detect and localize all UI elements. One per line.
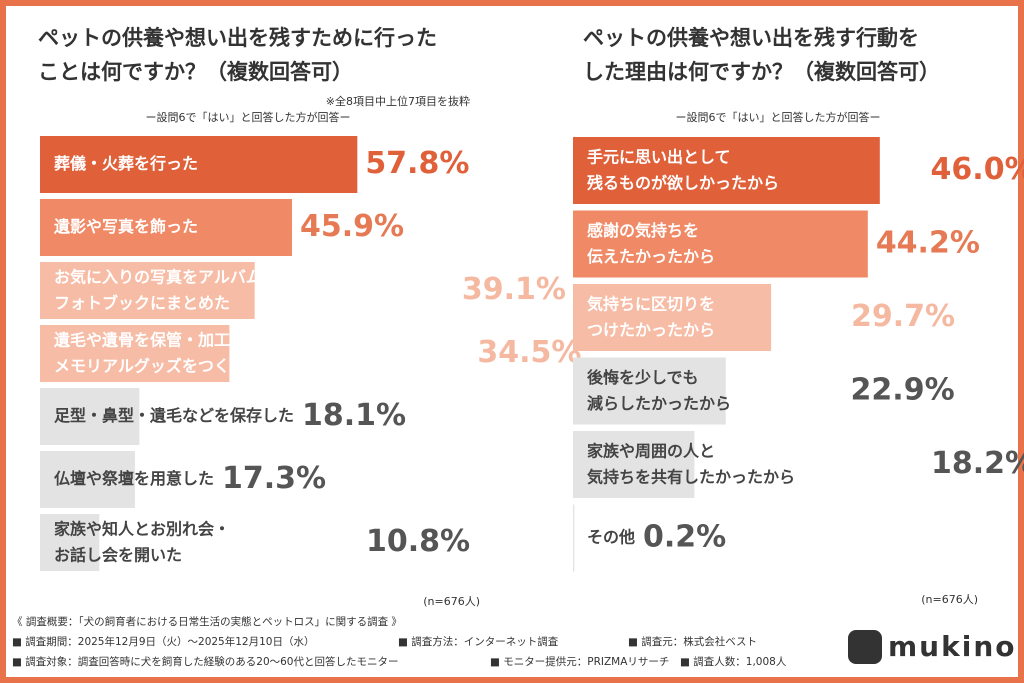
sample-size: (n=676人) [921,593,978,606]
bar [40,325,230,382]
bar-label: その他 [587,528,635,547]
logo-icon [848,630,882,664]
footer-item: ■ 調査期間：2025年12月9日（火）〜2025年12月10日（水） [12,635,314,648]
bar [40,199,292,256]
footer-item: ■ 調査対象：調査回答時に犬を飼育した経験のある20〜60代と回答したモニター [12,655,398,668]
footer-heading: 《 調査概要：「犬の飼育者における日常生活の実態とペットロス」に関する調査 》 [12,615,402,628]
bar [573,137,880,204]
bar-label: 気持ちに区切りをつけたかったから [587,294,715,339]
logo-text: mukino [888,630,1017,663]
bar-label: 後悔を少しでも減らしたかったから [587,368,731,413]
bar-label: 葬儀・火葬を行った [54,154,198,173]
bar [40,262,255,319]
value-label: 10.8% [366,524,470,559]
note: ※全8項目中上位7項目を抜粋 [326,94,470,108]
chart-title: ペットの供養や想い出を残すために行ったことは何ですか？（複数回答可） [38,26,437,84]
subtitle: ー設問6で「はい」と回答した方が回答ー [146,110,351,124]
chart-title: ペットの供養や想い出を残す行動をした理由は何ですか？（複数回答可） [583,26,940,84]
value-label: 29.7% [851,299,955,334]
bar [573,431,695,498]
value-label: 22.9% [851,373,955,408]
footer-item: ■ 調査人数：1,008人 [680,655,787,668]
subtitle: ー設問6で「はい」と回答した方が回答ー [676,110,881,124]
bar-label: 家族や知人とお別れ会・お話し会を開いた [54,519,230,564]
bar [573,284,772,351]
bar [573,210,868,278]
value-label: 18.2% [931,446,1024,481]
bar [40,388,140,445]
bar-label: 遺影や写真を飾った [54,217,198,236]
value-label: 18.1% [302,398,406,433]
bar-label: 手元に思い出として残るものが欲しかったから [587,147,779,192]
sample-size: (n=676人) [423,595,480,608]
value-label: 17.3% [222,461,326,496]
value-label: 39.1% [462,272,566,307]
value-label: 34.5% [477,335,581,370]
footer-item: ■ 調査方法：インターネット調査 [398,635,559,648]
value-label: 46.0% [931,152,1024,187]
bar-label: 仏壇や祭壇を用意した [54,469,214,488]
value-label: 45.9% [300,209,404,244]
bar-label: 感謝の気持ちを伝えたかったから [587,221,715,266]
value-label: 57.8% [365,146,469,181]
footer-item: ■ 調査元：株式会社ベスト [628,635,757,648]
bar-label: お気に入りの写真をアルバムやフォトブックにまとめた [54,267,278,312]
value-label: 44.2% [876,226,980,261]
footer-item: ■ モニター提供元：PRIZMAリサーチ [490,655,669,668]
bar [573,357,726,425]
bar [40,514,100,571]
bar-label: 遺毛や遺骨を保管・加工してメモリアルグッズをつくった [54,330,262,375]
bar [40,451,135,508]
bar-label: 家族や周囲の人と気持ちを共有したかったから [587,441,795,486]
bar-label: 足型・鼻型・遺毛などを保存した [54,406,294,425]
value-label: 0.2% [643,520,726,555]
bar [573,504,575,572]
bar [40,136,358,193]
